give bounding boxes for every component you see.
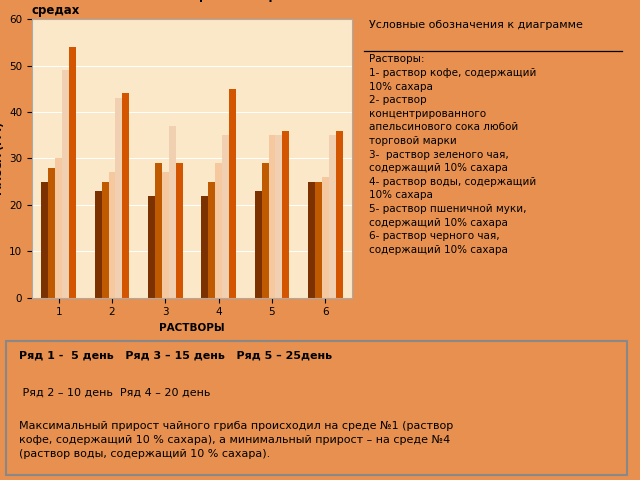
Bar <box>122 94 129 298</box>
Bar <box>48 168 55 298</box>
Bar <box>102 181 109 298</box>
Bar <box>262 163 269 298</box>
Bar <box>169 126 176 298</box>
Bar <box>115 98 122 298</box>
Bar <box>109 172 115 298</box>
Bar <box>95 191 102 298</box>
Text: Условные обозначения к диаграмме: Условные обозначения к диаграмме <box>369 20 583 30</box>
Bar <box>282 131 289 298</box>
Bar <box>275 135 282 298</box>
Bar <box>308 181 315 298</box>
Bar <box>69 47 76 298</box>
Bar <box>329 135 336 298</box>
Bar <box>162 172 169 298</box>
Bar <box>255 191 262 298</box>
Bar <box>42 181 48 298</box>
Bar <box>229 89 236 298</box>
Bar <box>55 158 62 298</box>
Bar <box>176 163 182 298</box>
Bar <box>155 163 162 298</box>
Bar <box>215 163 222 298</box>
Bar <box>322 177 329 298</box>
Bar <box>315 181 322 298</box>
Text: Ряд 1 -  5 день   Ряд 3 – 15 день   Ряд 5 – 25день: Ряд 1 - 5 день Ряд 3 – 15 день Ряд 5 – 2… <box>19 350 332 360</box>
Y-axis label: МАССА (ГР.): МАССА (ГР.) <box>0 122 4 195</box>
X-axis label: РАСТВОРЫ: РАСТВОРЫ <box>159 323 225 333</box>
Bar <box>222 135 229 298</box>
Bar <box>336 131 342 298</box>
Text: Максимальный прирост чайного гриба происходил на среде №1 (раствор
кофе, содержа: Максимальный прирост чайного гриба проис… <box>19 421 453 459</box>
Text: Растворы:
1- раствор кофе, содержащий
10% сахара
2- раствор
концентрированного
а: Растворы: 1- раствор кофе, содержащий 10… <box>369 54 536 255</box>
Bar <box>62 70 69 298</box>
Bar <box>208 181 215 298</box>
Bar <box>269 135 275 298</box>
Text: Ряд 2 – 10 день  Ряд 4 – 20 день: Ряд 2 – 10 день Ряд 4 – 20 день <box>19 388 210 398</box>
Bar <box>148 195 155 298</box>
Bar <box>202 195 208 298</box>
Text: Изменения массы тела гриба на 6 разных
средах: Изменения массы тела гриба на 6 разных с… <box>32 0 318 17</box>
